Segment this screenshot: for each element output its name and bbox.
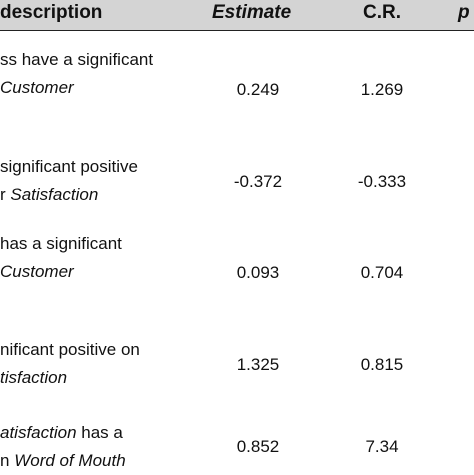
row-2-estimate: -0.372 — [233, 172, 283, 191]
row-4-line1: nificant positive on — [0, 340, 140, 359]
header-description: description — [0, 2, 103, 23]
row-1-line2-italic: Customer — [0, 78, 74, 97]
row-5-estimate: 0.852 — [236, 437, 280, 456]
header-estimate: Estimate — [212, 2, 292, 23]
row-3-cr: 0.704 — [360, 263, 404, 282]
row-5-line2-prefix: n — [0, 451, 15, 470]
row-5-line1-italic: atisfaction — [0, 423, 77, 442]
row-4-cr: 0.815 — [360, 355, 404, 374]
row-3-description: has a significant Customer — [0, 230, 122, 286]
row-2-cr: -0.333 — [357, 172, 407, 191]
header-cr: C.R. — [363, 2, 401, 23]
row-3-line1: has a significant — [0, 234, 122, 253]
row-1-description: ss have a significant Customer — [0, 46, 153, 102]
row-5-cr: 7.34 — [365, 437, 399, 456]
row-1-cr: 1.269 — [360, 80, 404, 99]
row-1-estimate: 0.249 — [236, 80, 280, 99]
row-4-line2-italic: tisfaction — [0, 368, 68, 387]
row-5-line2-italic: Word of Mouth — [14, 451, 126, 470]
row-1-line1: ss have a significant — [0, 50, 154, 69]
row-3-estimate: 0.093 — [236, 263, 280, 282]
header-rule — [0, 30, 474, 31]
row-2-line2-italic: Satisfaction — [10, 185, 99, 204]
table-header: description Estimate C.R. p — [0, 0, 474, 30]
row-2-description: significant positive r Satisfaction — [0, 153, 138, 209]
row-2-line1: significant positive — [0, 157, 138, 176]
row-3-line2-italic: Customer — [0, 262, 74, 281]
row-4-description: nificant positive on tisfaction — [0, 336, 140, 392]
row-2-line2-prefix: r — [0, 185, 11, 204]
row-5-description: atisfaction has a n Word of Mouth — [0, 419, 126, 475]
row-5-line1-suffix: has a — [76, 423, 123, 442]
header-p: p — [458, 2, 470, 23]
row-4-estimate: 1.325 — [236, 355, 280, 374]
